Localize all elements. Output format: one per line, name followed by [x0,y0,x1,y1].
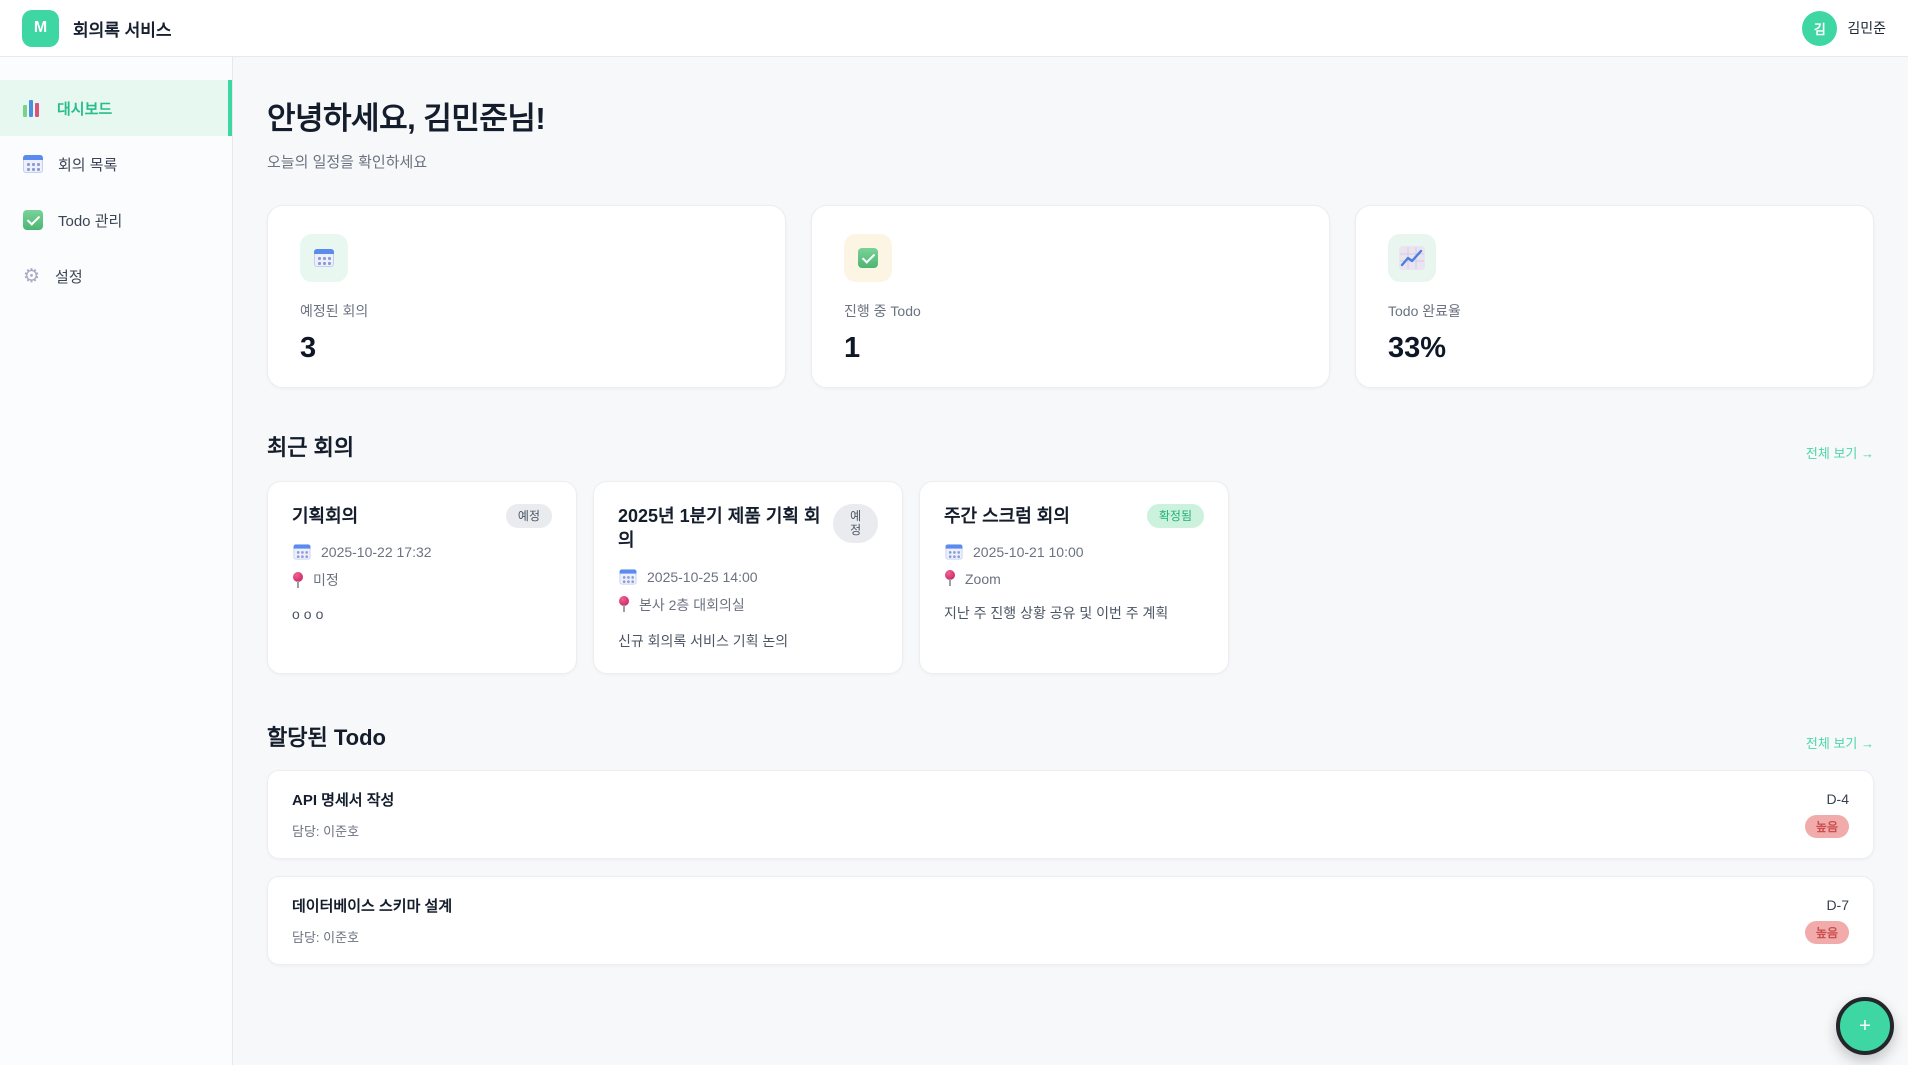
meeting-date: 2025-10-22 17:32 [321,544,432,561]
calendar-icon [293,544,311,561]
todo-item[interactable]: 데이터베이스 스키마 설계 담당: 이준호 D-7 높음 [267,875,1874,965]
meeting-cards-row: 기획회의 예정 2025-10-22 17:32 미정 ooo [267,481,1874,674]
todo-right: D-7 높음 [1804,896,1849,944]
meeting-location: Zoom [965,570,1001,587]
brand: M 회의록 서비스 [22,9,172,47]
add-button[interactable]: + [1836,997,1894,1055]
stat-icon-box [300,234,348,282]
meeting-description: ooo [292,606,328,623]
meeting-title: 기획회의 [292,506,359,526]
stat-value: 1 [844,332,861,364]
stat-label: 진행 중 Todo [844,303,921,319]
sidebar-item-dashboard[interactable]: 대시보드 [0,80,232,136]
sidebar-item-label: Todo 관리 [58,212,123,230]
todo-assignee: 담당: 이준호 [292,929,360,945]
todo-dday: D-4 [1826,790,1849,807]
calendar-icon [945,544,963,561]
user-name: 김민준 [1847,20,1886,36]
bar-chart-icon [23,99,42,117]
meeting-date: 2025-10-25 14:00 [647,568,758,585]
sidebar-item-label: 설정 [55,268,83,286]
meeting-description: 신규 회의록 서비스 기획 논의 [618,632,789,649]
meeting-title: 주간 스크럼 회의 [944,506,1070,526]
view-all-todos-link[interactable]: 전체 보기 → [1805,735,1874,751]
meeting-card[interactable]: 기획회의 예정 2025-10-22 17:32 미정 ooo [267,481,577,674]
meeting-card[interactable]: 주간 스크럼 회의 확정됨 2025-10-21 10:00 Zoom 지난 주… [919,481,1229,674]
app-title: 회의록 서비스 [73,20,172,40]
pin-icon [618,596,630,613]
pin-icon [292,571,304,589]
sidebar-item-settings[interactable]: 설정 [0,248,232,304]
meeting-location: 미정 [313,572,339,589]
app-logo: M [22,9,59,47]
meeting-date: 2025-10-21 10:00 [973,544,1084,561]
stat-value: 33% [1388,332,1447,364]
status-badge: 확정됨 [1146,504,1204,529]
todo-list: API 명세서 작성 담당: 이준호 D-4 높음 데이터베이스 스키마 설계 … [267,769,1874,965]
todo-left: API 명세서 작성 담당: 이준호 [292,789,394,840]
recent-meetings-header: 최근 회의 전체 보기 → [267,430,1874,462]
stat-label: Todo 완료율 [1388,303,1461,319]
section-title: 할당된 Todo [267,724,386,750]
calendar-icon [314,249,334,267]
sidebar-item-meetings[interactable]: 회의 목록 [0,136,232,192]
priority-badge: 높음 [1804,920,1849,944]
check-icon [23,210,43,230]
assigned-todos-header: 할당된 Todo 전체 보기 → [267,720,1874,752]
sidebar-item-label: 대시보드 [57,100,113,118]
todo-title: 데이터베이스 스키마 설계 [292,897,453,915]
user-menu[interactable]: 김 김민준 [1802,10,1886,46]
stat-card-scheduled-meetings: 예정된 회의 3 [267,205,786,388]
stat-icon-box [1388,234,1436,282]
todo-title: API 명세서 작성 [292,791,395,809]
check-icon [858,248,878,268]
todo-item[interactable]: API 명세서 작성 담당: 이준호 D-4 높음 [267,769,1874,859]
view-all-meetings-link[interactable]: 전체 보기 → [1805,446,1874,461]
sidebar-item-todos[interactable]: Todo 관리 [0,192,232,248]
meeting-card[interactable]: 2025년 1분기 제품 기획 회의 예정 2025-10-25 14:00 본… [593,481,903,674]
section-title: 최근 회의 [267,435,355,460]
app-header: M 회의록 서비스 김 김민준 [0,0,1908,57]
stat-card-todo-completion: Todo 완료율 33% [1355,205,1874,388]
stat-value: 3 [300,332,317,364]
status-badge: 예정 [833,504,878,543]
stat-label: 예정된 회의 [300,303,369,319]
stats-row: 예정된 회의 3 진행 중 Todo 1 [267,205,1874,388]
priority-badge: 높음 [1804,814,1849,838]
todo-left: 데이터베이스 스키마 설계 담당: 이준호 [292,895,452,946]
pin-icon [944,570,956,587]
user-avatar[interactable]: 김 [1802,10,1838,46]
sidebar: 대시보드 회의 목록 Todo 관리 설정 [0,57,233,1065]
sidebar-item-label: 회의 목록 [58,156,118,174]
stat-card-inprogress-todos: 진행 중 Todo 1 [811,205,1330,388]
todo-right: D-4 높음 [1804,790,1849,838]
status-badge: 예정 [505,504,552,529]
main-content: 안녕하세요, 김민준님! 오늘의 일정을 확인하세요 예정된 회의 3 진행 중… [233,57,1908,1065]
calendar-icon [619,568,637,585]
todo-dday: D-7 [1826,896,1849,913]
gear-icon [23,267,40,286]
greeting-subtitle: 오늘의 일정을 확인하세요 [267,154,428,171]
calendar-icon [23,155,43,173]
meeting-description: 지난 주 진행 상황 공유 및 이번 주 계획 [944,605,1169,622]
meeting-location: 본사 2층 대회의실 [639,596,745,613]
stat-icon-box [844,234,892,282]
todo-assignee: 담당: 이준호 [292,823,360,839]
meeting-title: 2025년 1분기 제품 기획 회의 [618,506,821,551]
greeting-title: 안녕하세요, 김민준님! [267,101,546,136]
chart-up-icon [1399,246,1425,270]
